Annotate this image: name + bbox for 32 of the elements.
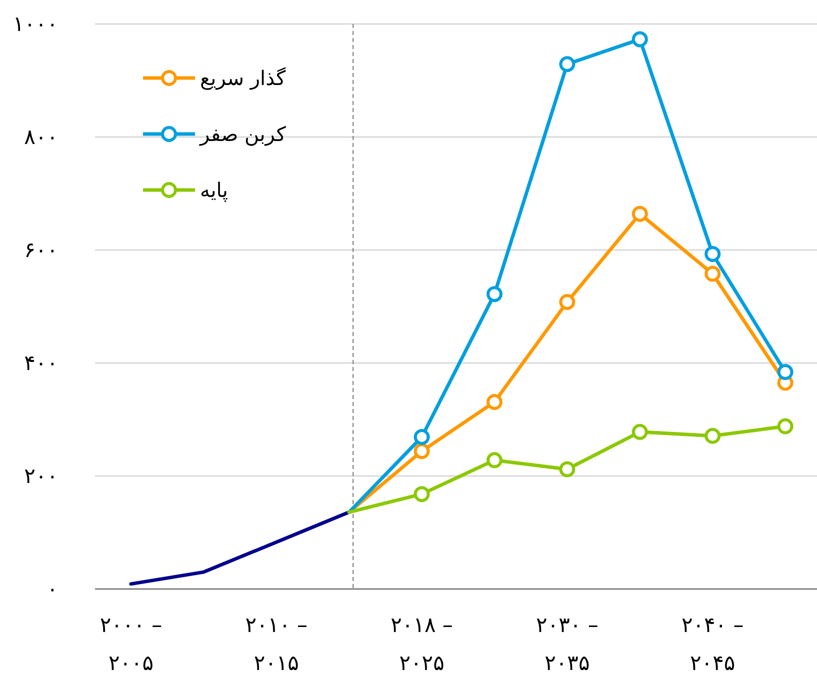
point [632,206,648,222]
point [486,394,502,410]
point [704,428,721,444]
point [559,461,576,478]
point [486,286,502,302]
point [632,31,648,48]
y-tick-label: ۴۰۰ [24,351,58,375]
point [704,266,721,282]
x-tick-label: ۲۰۰۰ – ۲۰۰۵ [100,613,162,673]
legend-label: پایه [200,178,228,202]
y-tick-label: ۶۰۰ [24,238,58,262]
x-tick-label: ۲۰۱۸ – ۲۰۲۵ [390,613,453,673]
point [414,429,430,446]
x-tick-label: ۲۰۳۰ – ۲۰۳۵ [536,613,598,673]
x-tick-label: ۲۰۴۰ – ۲۰۴۵ [681,613,744,673]
y-tick-label: ۸۰۰ [24,125,58,149]
y-tick-label: ۰ [46,577,58,601]
legend-label: کربن صفر [199,122,286,146]
point [559,56,576,72]
y-tick-label: ۱۰۰۰ [12,12,58,36]
point [632,424,648,440]
point [777,418,794,434]
x-tick-label: ۲۰۱۰ – ۲۰۱۵ [245,613,308,673]
line-series [129,510,351,586]
point [559,294,576,310]
point [704,246,721,262]
legend-label: گذار سریع [200,66,286,90]
point [414,486,430,502]
point [777,364,794,380]
y-tick-label: ۲۰۰ [24,464,58,488]
point [414,443,430,460]
point [486,452,502,468]
